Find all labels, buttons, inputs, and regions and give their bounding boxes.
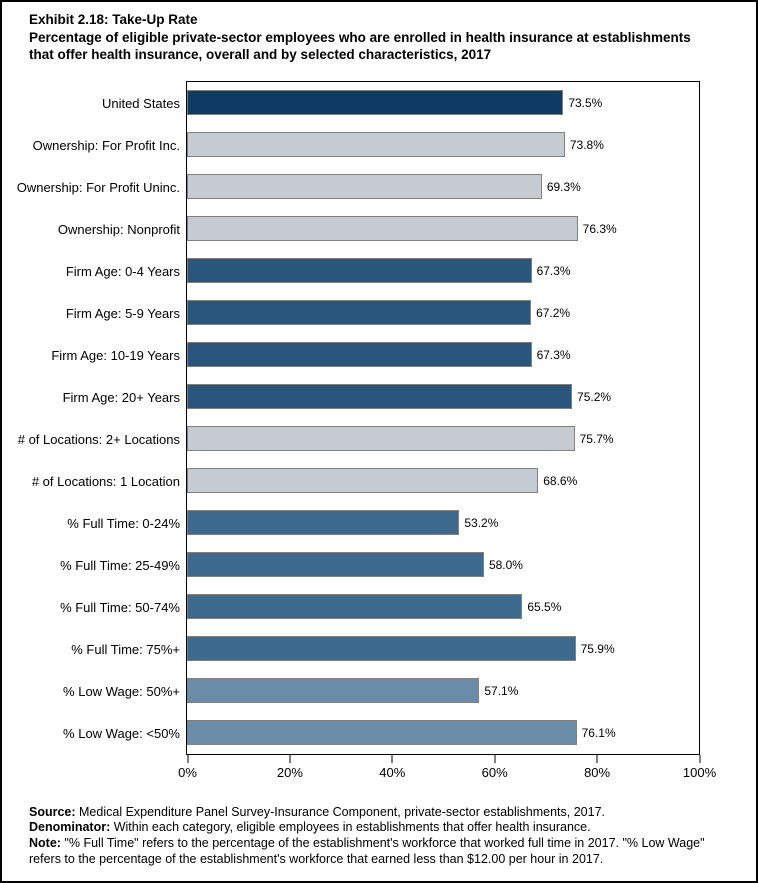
category-label: Firm Age: 0-4 Years	[65, 264, 180, 280]
footnote-note: Note: "% Full Time" refers to the percen…	[29, 836, 729, 868]
x-axis-tick-label: 100%	[682, 764, 717, 780]
bar	[187, 342, 532, 368]
bar	[187, 678, 480, 704]
bar-row: 75.7%	[187, 418, 699, 460]
bar-row: 67.3%	[187, 250, 699, 292]
bar-row: 75.2%	[187, 376, 699, 418]
bar	[187, 384, 573, 410]
bar-row: 53.2%	[187, 502, 699, 544]
title-block: Exhibit 2.18: Take-Up Rate Percentage of…	[2, 2, 756, 64]
bar	[187, 426, 575, 452]
category-label: United States	[101, 96, 180, 112]
category-label: % Full Time: 0-24%	[67, 516, 180, 532]
footnote-source: Source: Medical Expenditure Panel Survey…	[29, 805, 729, 821]
x-axis-tick	[596, 754, 598, 763]
value-label: 67.3%	[536, 263, 571, 278]
bar-row: 65.5%	[187, 586, 699, 628]
x-axis-tick-label: 40%	[379, 764, 406, 780]
category-label: Firm Age: 20+ Years	[62, 390, 180, 406]
value-label: 68.6%	[543, 473, 578, 488]
value-label: 75.9%	[580, 641, 615, 656]
category-label: % Low Wage: 50%+	[63, 684, 180, 700]
x-axis-tick	[391, 754, 393, 763]
category-label: # of Locations: 2+ Locations	[17, 432, 180, 448]
footnote-note-label: Note:	[29, 836, 61, 851]
bar-row: 68.6%	[187, 460, 699, 502]
x-axis-tick-label: 0%	[178, 764, 197, 780]
bar-row: 73.5%	[187, 82, 699, 124]
bar	[187, 720, 577, 746]
value-label: 73.5%	[568, 95, 603, 110]
plot-wrap: 73.5% 73.8% 69.3% 76.3% 67.3% 67.2% 67.3% 75.2%…	[178, 80, 716, 791]
category-label: Ownership: For Profit Uninc.	[16, 180, 180, 196]
x-axis-tick-label: 20%	[276, 764, 303, 780]
value-label: 65.5%	[527, 599, 562, 614]
exhibit-title: Exhibit 2.18: Take-Up Rate	[29, 12, 198, 27]
footnotes: Source: Medical Expenditure Panel Survey…	[29, 805, 729, 868]
category-label: % Full Time: 50-74%	[60, 600, 180, 616]
value-label: 67.2%	[536, 305, 571, 320]
bar	[187, 216, 578, 242]
footnote-denominator-label: Denominator:	[29, 820, 111, 835]
category-label: % Full Time: 75%+	[71, 642, 180, 658]
footnote-source-text: Medical Expenditure Panel Survey-Insuran…	[75, 804, 605, 819]
bar	[187, 90, 564, 116]
category-labels: United States Ownership: For Profit Inc. O…	[2, 81, 186, 791]
plot-area: 73.5% 73.8% 69.3% 76.3% 67.3% 67.2% 67.3% 75.2%…	[186, 80, 700, 755]
bar-row: 58.0%	[187, 544, 699, 586]
footnote-source-label: Source:	[29, 804, 76, 819]
bar-row: 76.3%	[187, 208, 699, 250]
footnote-denominator: Denominator: Within each category, eligi…	[29, 820, 729, 836]
category-label: # of Locations: 1 Location	[31, 474, 180, 490]
bar-row: 67.2%	[187, 292, 699, 334]
footnote-denominator-text: Within each category, eligible employees…	[110, 820, 591, 835]
category-label: % Full Time: 25-49%	[60, 558, 180, 574]
x-axis-tick	[494, 754, 496, 763]
bar-row: 69.3%	[187, 166, 699, 208]
value-label: 67.3%	[536, 347, 571, 362]
value-label: 58.0%	[488, 557, 523, 572]
bar-row: 75.9%	[187, 628, 699, 670]
bar-row: 76.1%	[187, 712, 699, 754]
category-label: Firm Age: 5-9 Years	[65, 306, 180, 322]
bar	[187, 468, 539, 494]
value-label: 76.1%	[581, 725, 616, 740]
take-up-rate-bar-chart: United States Ownership: For Profit Inc. O…	[2, 80, 756, 791]
bar-row: 73.8%	[187, 124, 699, 166]
value-label: 73.8%	[569, 137, 604, 152]
x-axis-tick	[187, 754, 188, 763]
x-axis-tick	[699, 754, 700, 763]
value-label: 76.3%	[582, 221, 617, 236]
exhibit-subtitle: Percentage of eligible private-sector em…	[29, 29, 691, 63]
value-label: 75.2%	[577, 389, 612, 404]
bar	[187, 510, 460, 536]
bar	[187, 174, 542, 200]
bar	[187, 594, 523, 620]
footnote-note-text: "% Full Time" refers to the percentage o…	[29, 836, 705, 866]
category-label: Ownership: For Profit Inc.	[32, 138, 180, 154]
bar	[187, 636, 576, 662]
bar	[187, 552, 484, 578]
bar	[187, 258, 532, 284]
x-axis: 0% 20% 40% 60% 80% 100%	[178, 754, 716, 791]
category-label: Ownership: Nonprofit	[57, 222, 180, 238]
x-axis-tick-label: 60%	[481, 764, 508, 780]
x-axis-tick	[289, 754, 291, 763]
x-axis-tick-label: 80%	[584, 764, 611, 780]
value-label: 75.7%	[579, 431, 614, 446]
value-label: 69.3%	[546, 179, 581, 194]
value-label: 57.1%	[484, 683, 519, 698]
value-label: 53.2%	[464, 515, 499, 530]
bar	[187, 132, 565, 158]
category-label: % Low Wage: <50%	[63, 726, 180, 742]
bar-row: 67.3%	[187, 334, 699, 376]
category-label: Firm Age: 10-19 Years	[51, 348, 180, 364]
bar	[187, 300, 532, 326]
bar-row: 57.1%	[187, 670, 699, 712]
exhibit-page: Exhibit 2.18: Take-Up Rate Percentage of…	[2, 2, 756, 868]
